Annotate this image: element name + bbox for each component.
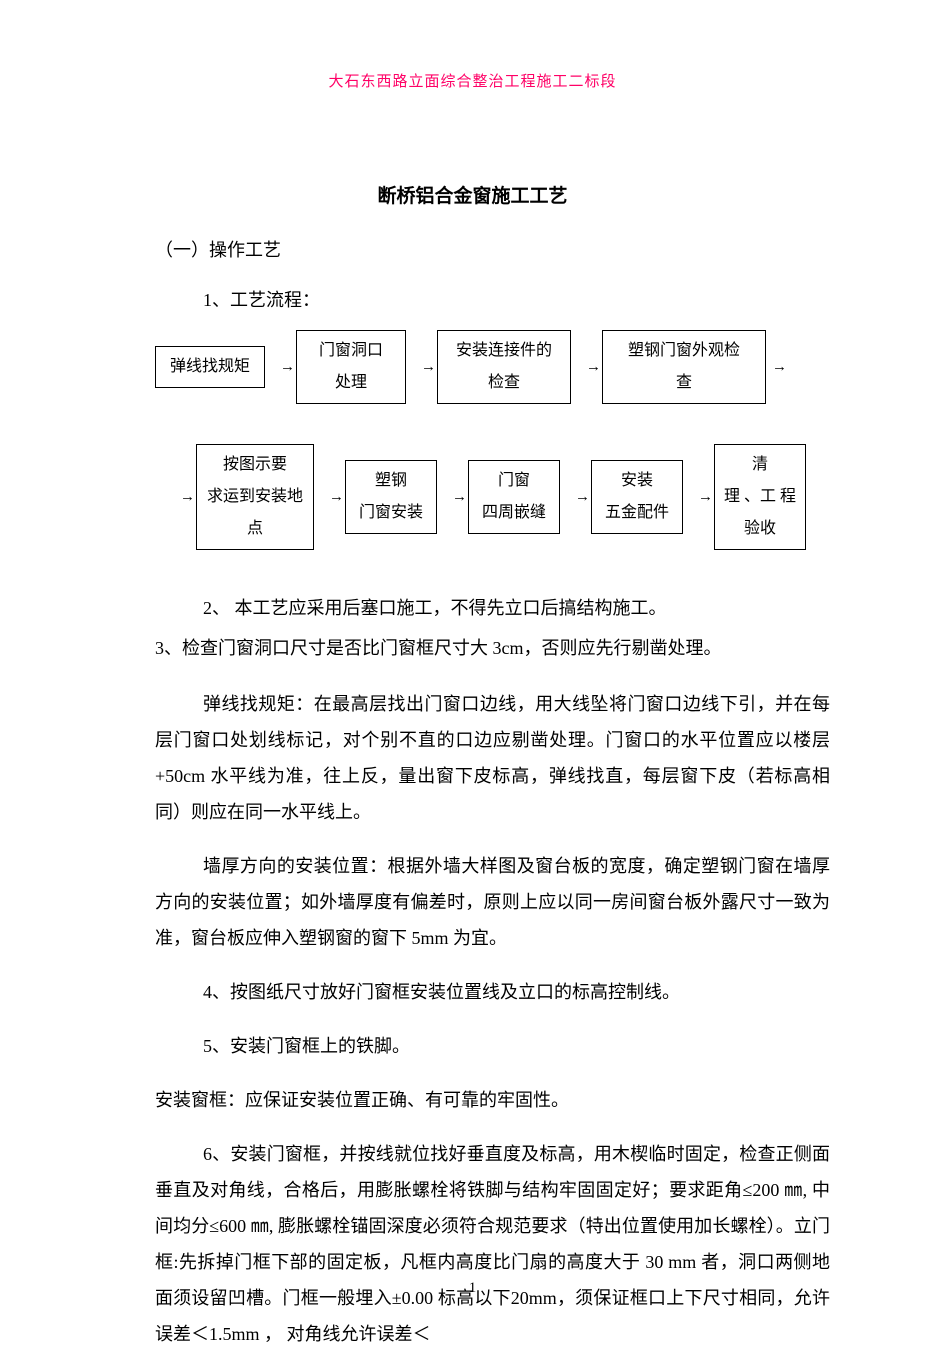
flow-box: 弹线找规矩 (155, 346, 265, 388)
flow-label: 四周嵌缝 (471, 497, 557, 529)
flow-label: 门窗洞口 (299, 335, 403, 367)
item-5: 5、安装门窗框上的铁脚。 (115, 1028, 830, 1064)
paragraph-b: 墙厚方向的安装位置：根据外墙大样图及窗台板的宽度，确定塑钢门窗在墙厚方向的安装位… (115, 848, 830, 956)
flow-box: 安装连接件的 检查 (437, 330, 571, 404)
flow-label: 弹线找规矩 (158, 351, 262, 383)
flow-label: 处理 (299, 367, 403, 399)
flow-label: 查 (605, 367, 763, 399)
flow-box: 塑钢门窗外观检 查 (602, 330, 766, 404)
flow-label: 验收 (717, 513, 803, 545)
flow-box: 清 理 、工 程 验收 (714, 444, 806, 550)
item-6: 6、安装门窗框，并按线就位找好垂直度及标高，用木楔临时固定，检查正侧面垂直及对角… (115, 1136, 830, 1352)
flowchart-row-1: 弹线找规矩 → 门窗洞口 处理 → 安装连接件的 检查 → 塑钢门窗外观检 查 … (115, 330, 830, 404)
flow-label: 安装连接件的 (440, 335, 568, 367)
section-heading: （一）操作工艺 (115, 236, 830, 262)
flow-box: 塑钢 门窗安装 (345, 460, 437, 534)
flow-label: 塑钢 (348, 465, 434, 497)
arrow-icon: → (420, 360, 437, 375)
item-3: 3、检查门窗洞口尺寸是否比门窗框尺寸大 3cm，否则应先行剔凿处理。 (115, 630, 830, 666)
flow-label: 门窗安装 (348, 497, 434, 529)
paragraph-c: 安装窗框：应保证安装位置正确、有可靠的牢固性。 (115, 1082, 830, 1118)
arrow-icon: → (766, 360, 788, 375)
flow-label: 求运到安装地 (199, 481, 311, 513)
flow-box: 安装 五金配件 (591, 460, 683, 534)
page-header: 大石东西路立面综合整治工程施工二标段 (115, 70, 830, 91)
document-page: 大石东西路立面综合整治工程施工二标段 断桥铝合金窗施工工艺 （一）操作工艺 1、… (0, 0, 945, 1337)
flow-label: 安装 (594, 465, 680, 497)
flowchart-row-2: → 按图示要 求运到安装地 点 → 塑钢 门窗安装 → 门窗 四周嵌缝 → 安装… (115, 444, 830, 550)
flow-label: 五金配件 (594, 497, 680, 529)
item-4: 4、按图纸尺寸放好门窗框安装位置线及立口的标高控制线。 (115, 974, 830, 1010)
arrow-icon: → (328, 490, 345, 505)
arrow-icon: → (451, 490, 468, 505)
arrow-icon: → (585, 360, 602, 375)
item-2: 2、 本工艺应采用后塞口施工，不得先立口后搞结构施工。 (115, 590, 830, 626)
document-title: 断桥铝合金窗施工工艺 (115, 181, 830, 208)
flow-box: 门窗洞口 处理 (296, 330, 406, 404)
flow-label: 检查 (440, 367, 568, 399)
arrow-icon: → (697, 490, 714, 505)
arrow-icon: → (179, 490, 196, 505)
flow-box: 门窗 四周嵌缝 (468, 460, 560, 534)
item-1-heading: 1、工艺流程： (115, 286, 830, 312)
page-number: 1 (0, 1280, 945, 1297)
flow-label: 门窗 (471, 465, 557, 497)
flow-box: 按图示要 求运到安装地 点 (196, 444, 314, 550)
flow-label: 塑钢门窗外观检 (605, 335, 763, 367)
paragraph-a: 弹线找规矩：在最高层找出门窗口边线，用大线坠将门窗口边线下引，并在每层门窗口处划… (115, 686, 830, 830)
flow-label: 清 (717, 449, 803, 481)
flow-label: 理 、工 程 (717, 481, 803, 513)
flow-label: 按图示要 (199, 449, 311, 481)
arrow-icon: → (279, 360, 296, 375)
flow-label: 点 (199, 513, 311, 545)
arrow-icon: → (574, 490, 591, 505)
